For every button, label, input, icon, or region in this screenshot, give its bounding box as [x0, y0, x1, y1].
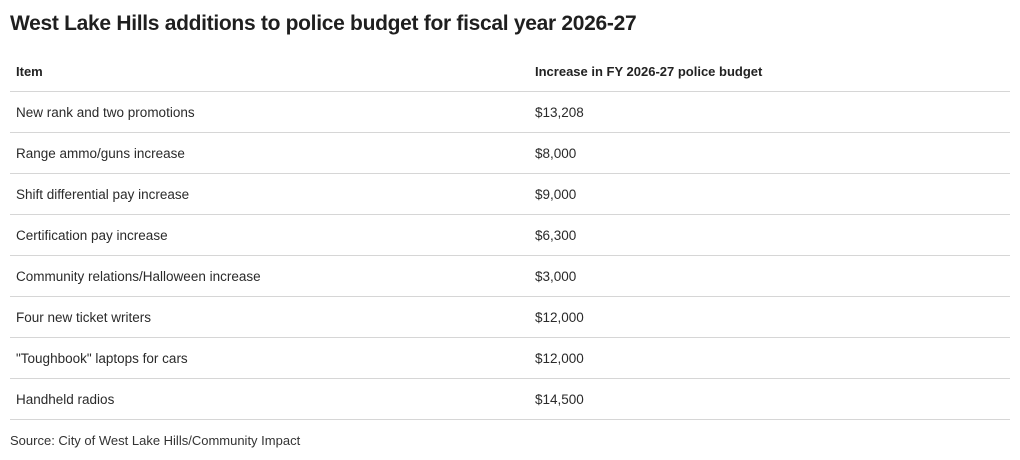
table-row: New rank and two promotions $13,208	[10, 91, 1010, 133]
amount-cell: $6,300	[529, 214, 1010, 256]
item-cell: "Toughbook" laptops for cars	[10, 337, 529, 379]
amount-cell: $13,208	[529, 91, 1010, 133]
column-header-item: Item	[10, 51, 529, 92]
budget-table: Item Increase in FY 2026-27 police budge…	[10, 51, 1010, 420]
table-row: Four new ticket writers $12,000	[10, 296, 1010, 338]
item-cell: Four new ticket writers	[10, 296, 529, 338]
item-cell: Handheld radios	[10, 378, 529, 420]
item-cell: New rank and two promotions	[10, 91, 529, 133]
amount-cell: $12,000	[529, 296, 1010, 338]
item-cell: Community relations/Halloween increase	[10, 255, 529, 297]
amount-cell: $3,000	[529, 255, 1010, 297]
table-row: Shift differential pay increase $9,000	[10, 173, 1010, 215]
item-cell: Range ammo/guns increase	[10, 132, 529, 174]
table-row: Range ammo/guns increase $8,000	[10, 132, 1010, 174]
chart-title: West Lake Hills additions to police budg…	[10, 12, 637, 35]
source-note: Source: City of West Lake Hills/Communit…	[10, 433, 301, 448]
amount-cell: $8,000	[529, 132, 1010, 174]
table-row: Handheld radios $14,500	[10, 378, 1010, 420]
amount-cell: $14,500	[529, 378, 1010, 420]
table-header-row: Item Increase in FY 2026-27 police budge…	[10, 51, 1010, 92]
item-cell: Shift differential pay increase	[10, 173, 529, 215]
table-row: Community relations/Halloween increase $…	[10, 255, 1010, 297]
item-cell: Certification pay increase	[10, 214, 529, 256]
amount-cell: $12,000	[529, 337, 1010, 379]
amount-cell: $9,000	[529, 173, 1010, 215]
column-header-increase: Increase in FY 2026-27 police budget	[529, 51, 1010, 92]
table-row: Certification pay increase $6,300	[10, 214, 1010, 256]
table-row: "Toughbook" laptops for cars $12,000	[10, 337, 1010, 379]
